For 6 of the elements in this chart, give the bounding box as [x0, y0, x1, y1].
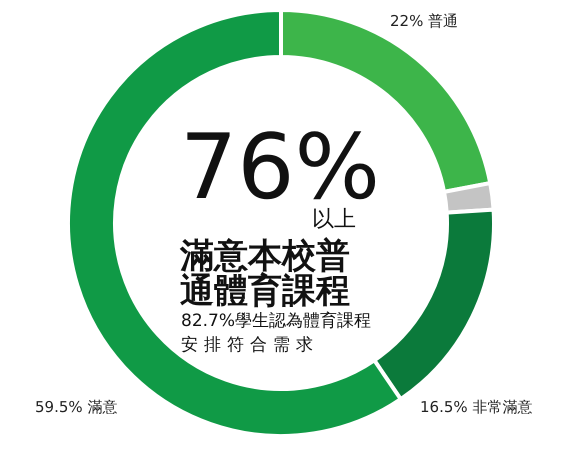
text: 以上	[312, 207, 356, 232]
text: 82.7%學生認為體育課程	[181, 311, 372, 331]
slice-label: 22% 普通	[390, 12, 458, 30]
slice-label: 16.5% 非常滿意	[420, 398, 532, 416]
slice-label: 59.5% 滿意	[35, 398, 118, 416]
text: 安排符合需求	[181, 335, 319, 355]
